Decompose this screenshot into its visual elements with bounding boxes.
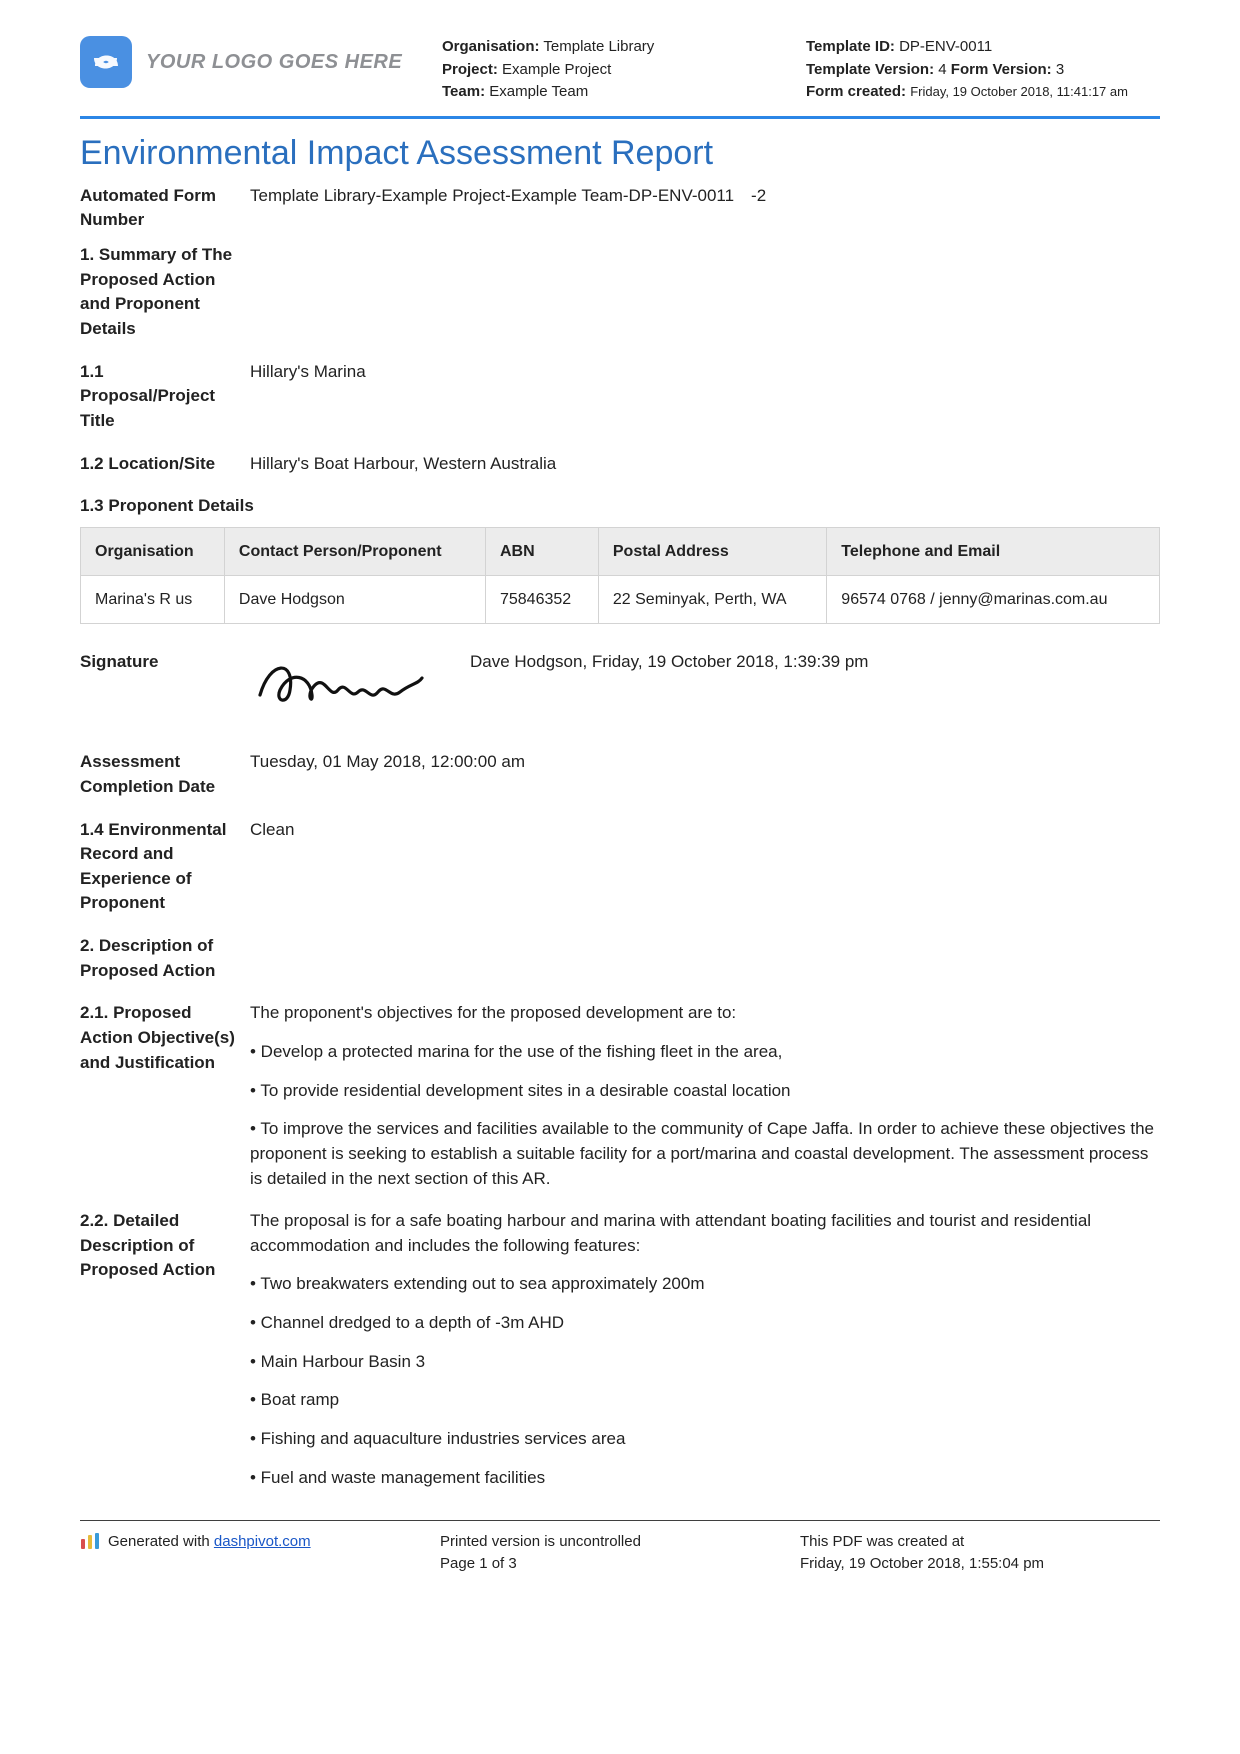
created-label: Form created: — [806, 83, 906, 100]
p-2-2-b3: • Main Harbour Basin 3 — [250, 1350, 1160, 1375]
created-value: Friday, 19 October 2018, 11:41:17 am — [910, 84, 1128, 99]
label-2-1: 2.1. Proposed Action Objective(s) and Ju… — [80, 1001, 250, 1075]
logo-text: YOUR LOGO GOES HERE — [146, 48, 402, 77]
tver-label: Template Version: — [806, 61, 934, 78]
p-2-2-b1: • Two breakwaters extending out to sea a… — [250, 1272, 1160, 1297]
footer-mid: Printed version is uncontrolled Page 1 o… — [440, 1531, 800, 1575]
th-abn: ABN — [485, 527, 598, 575]
row-1-4: 1.4 Environmental Record and Experience … — [80, 818, 1160, 917]
td-address: 22 Seminyak, Perth, WA — [598, 576, 826, 624]
label-1-1: 1.1 Proposal/Project Title — [80, 360, 250, 434]
p-2-2-b6: • Fuel and waste management facilities — [250, 1466, 1160, 1491]
tid-label: Template ID: — [806, 38, 895, 55]
footer-mid-1: Printed version is uncontrolled — [440, 1531, 800, 1553]
td-contact: Dave Hodgson — [224, 576, 485, 624]
p-2-1-b2: • To provide residential development sit… — [250, 1079, 1160, 1104]
label-1-2: 1.2 Location/Site — [80, 452, 250, 477]
org-value: Template Library — [543, 38, 654, 55]
footer-link[interactable]: dashpivot.com — [214, 1533, 311, 1550]
row-section-1: 1. Summary of The Proposed Action and Pr… — [80, 243, 1160, 342]
header-col-left: Organisation: Template Library Project: … — [442, 36, 796, 104]
value-1-4: Clean — [250, 818, 1160, 843]
footer-mid-2: Page 1 of 3 — [440, 1553, 800, 1575]
td-abn: 75846352 — [485, 576, 598, 624]
signature-meta: Dave Hodgson, Friday, 19 October 2018, 1… — [470, 650, 1160, 675]
p-2-2-intro: The proposal is for a safe boating harbo… — [250, 1209, 1160, 1258]
row-section-2: 2. Description of Proposed Action — [80, 934, 1160, 983]
p-2-1-intro: The proponent's objectives for the propo… — [250, 1001, 1160, 1026]
footer-left: Generated with dashpivot.com — [80, 1531, 440, 1575]
page-title: Environmental Impact Assessment Report — [80, 129, 1160, 178]
value-2-1: The proponent's objectives for the propo… — [250, 1001, 1160, 1191]
header-col-right: Template ID: DP-ENV-0011 Template Versio… — [806, 36, 1160, 104]
value-1-2: Hillary's Boat Harbour, Western Australi… — [250, 452, 1160, 477]
page-header: YOUR LOGO GOES HERE Organisation: Templa… — [80, 36, 1160, 119]
section-2-label: 2. Description of Proposed Action — [80, 934, 250, 983]
dashpivot-icon — [80, 1533, 100, 1549]
logo-block: YOUR LOGO GOES HERE — [80, 36, 430, 88]
proj-value: Example Project — [502, 61, 611, 78]
row-2-1: 2.1. Proposed Action Objective(s) and Ju… — [80, 1001, 1160, 1191]
p-2-2-b4: • Boat ramp — [250, 1388, 1160, 1413]
row-1-2: 1.2 Location/Site Hillary's Boat Harbour… — [80, 452, 1160, 477]
org-label: Organisation: — [442, 38, 540, 55]
acd-value: Tuesday, 01 May 2018, 12:00:00 am — [250, 750, 1160, 775]
fver-value: 3 — [1056, 61, 1064, 78]
signature-label: Signature — [80, 650, 250, 675]
proponent-table-header-row: Organisation Contact Person/Proponent AB… — [81, 527, 1160, 575]
acd-label: Assessment Completion Date — [80, 750, 250, 799]
row-2-2: 2.2. Detailed Description of Proposed Ac… — [80, 1209, 1160, 1490]
row-1-1: 1.1 Proposal/Project Title Hillary's Mar… — [80, 360, 1160, 434]
row-signature: Signature Dave Hodgson, Friday, 19 Octob… — [80, 650, 1160, 720]
proponent-table: Organisation Contact Person/Proponent AB… — [80, 527, 1160, 624]
footer-right-2: Friday, 19 October 2018, 1:55:04 pm — [800, 1553, 1160, 1575]
p-2-1-b1: • Develop a protected marina for the use… — [250, 1040, 1160, 1065]
proj-label: Project: — [442, 61, 498, 78]
row-form-number: Automated Form Number Template Library-E… — [80, 184, 1160, 233]
label-2-2: 2.2. Detailed Description of Proposed Ac… — [80, 1209, 250, 1283]
row-acd: Assessment Completion Date Tuesday, 01 M… — [80, 750, 1160, 799]
page-footer: Generated with dashpivot.com Printed ver… — [80, 1520, 1160, 1575]
td-org: Marina's R us — [81, 576, 225, 624]
form-number-value: Template Library-Example Project-Example… — [250, 184, 1160, 209]
p-2-2-b5: • Fishing and aquaculture industries ser… — [250, 1427, 1160, 1452]
section-1-label: 1. Summary of The Proposed Action and Pr… — [80, 243, 250, 342]
form-number-label: Automated Form Number — [80, 184, 250, 233]
th-phone-email: Telephone and Email — [827, 527, 1160, 575]
signature-image — [250, 650, 470, 720]
td-phone-email: 96574 0768 / jenny@marinas.com.au — [827, 576, 1160, 624]
header-meta: Organisation: Template Library Project: … — [442, 36, 1160, 104]
footer-gen-prefix: Generated with — [108, 1533, 214, 1550]
th-org: Organisation — [81, 527, 225, 575]
tver-value: 4 — [938, 61, 946, 78]
proponent-table-row: Marina's R us Dave Hodgson 75846352 22 S… — [81, 576, 1160, 624]
tid-value: DP-ENV-0011 — [899, 38, 992, 55]
fver-label: Form Version: — [951, 61, 1052, 78]
p-2-2-b2: • Channel dredged to a depth of -3m AHD — [250, 1311, 1160, 1336]
footer-right: This PDF was created at Friday, 19 Octob… — [800, 1531, 1160, 1575]
value-2-2: The proposal is for a safe boating harbo… — [250, 1209, 1160, 1490]
logo-icon — [80, 36, 132, 88]
subheading-1-3: 1.3 Proponent Details — [80, 494, 1160, 519]
label-1-4: 1.4 Environmental Record and Experience … — [80, 818, 250, 917]
team-label: Team: — [442, 83, 485, 100]
th-contact: Contact Person/Proponent — [224, 527, 485, 575]
p-2-1-b3: • To improve the services and facilities… — [250, 1117, 1160, 1191]
th-address: Postal Address — [598, 527, 826, 575]
footer-right-1: This PDF was created at — [800, 1531, 1160, 1553]
value-1-1: Hillary's Marina — [250, 360, 1160, 385]
team-value: Example Team — [489, 83, 588, 100]
